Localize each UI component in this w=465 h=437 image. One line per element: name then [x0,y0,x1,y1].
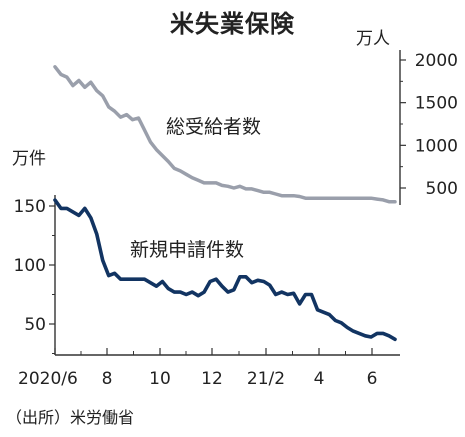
right-tick-label: 2000 [415,51,458,71]
x-tick-label: 8 [102,369,113,389]
series-line-initial-claims [53,198,397,342]
series-line-total-claims [53,65,397,204]
left-axis-unit: 万件 [12,149,46,169]
series-label-initial-claims: 新規申請件数 [130,239,245,261]
x-tick-label: 10 [149,369,171,389]
x-tick-label: 21/2 [247,369,285,389]
x-tick-label: 2020/6 [18,369,78,389]
right-axis-unit: 万人 [356,29,390,49]
right-tick-label: 500 [426,179,458,199]
series-label-total-claims: 総受給者数 [166,116,262,138]
right-tick-label: 1500 [415,94,458,114]
right-tick-label: 1000 [415,136,458,156]
chart-title: 米失業保険 [170,10,295,38]
source-note: （出所）米労働省 [6,408,135,427]
left-tick-label: 50 [24,315,46,335]
x-tick-label: 6 [367,369,378,389]
left-tick-label: 100 [14,256,46,276]
x-tick-label: 4 [314,369,325,389]
x-tick-label: 12 [201,369,223,389]
left-tick-label: 150 [14,197,46,217]
